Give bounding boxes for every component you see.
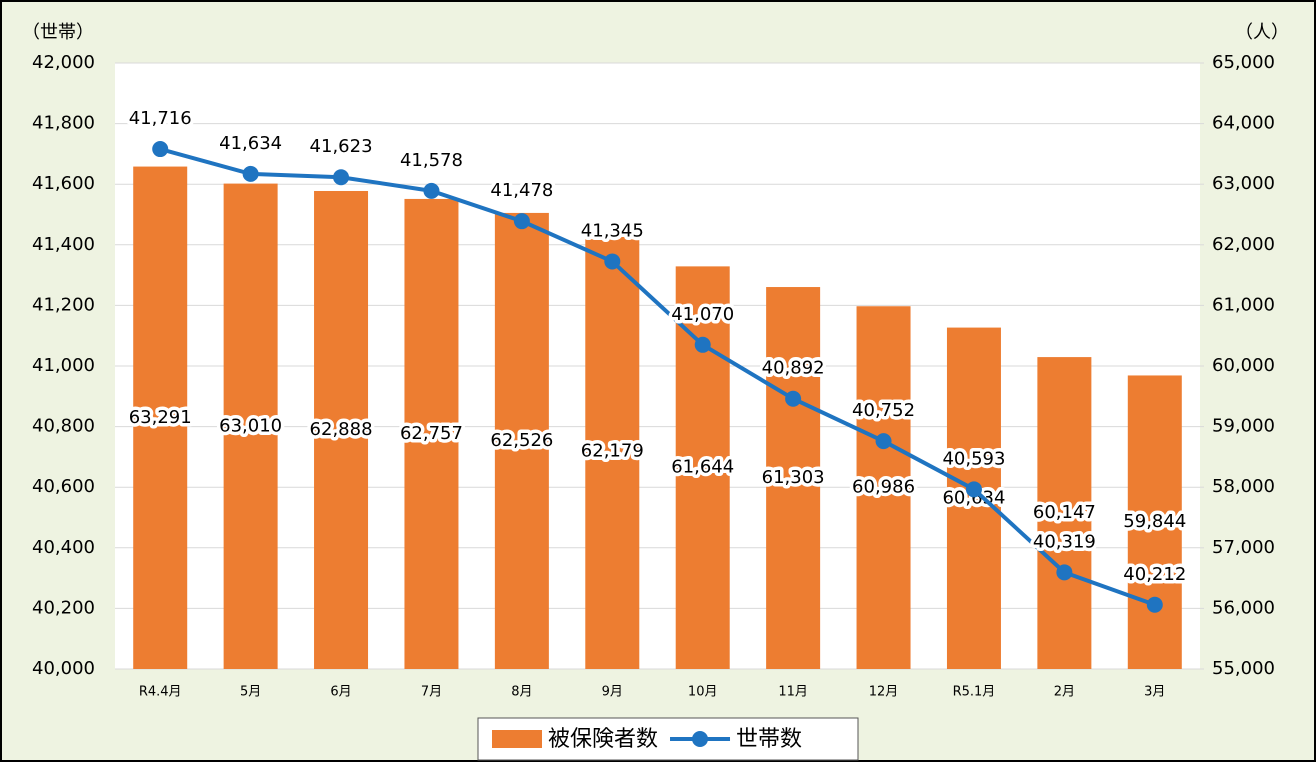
bar (133, 166, 188, 669)
bar (404, 198, 459, 670)
data-label: 41,478 (490, 180, 553, 201)
data-label: 61,644 (671, 457, 734, 478)
data-label: 62,888 (310, 419, 373, 440)
y-tick-label: 40,600 (32, 476, 95, 497)
bar (856, 306, 911, 669)
x-tick-label: 11月 (778, 685, 808, 700)
y2-tick-label: 55,000 (1212, 658, 1275, 679)
data-label: 62,179 (581, 440, 644, 461)
data-label: 40,593 (942, 448, 1005, 469)
data-label: 41,623 (310, 136, 373, 157)
bar (223, 183, 278, 669)
data-label: 40,212 (1123, 564, 1186, 585)
legend-swatch (692, 731, 709, 747)
x-tick-label: 2月 (1054, 685, 1075, 700)
data-label: 40,752 (852, 400, 915, 421)
data-label: 41,345 (581, 220, 644, 241)
bar (1127, 375, 1182, 669)
y-tick-label: 41,000 (32, 355, 95, 376)
line (159, 147, 1156, 607)
bar (585, 233, 640, 669)
bar (314, 190, 369, 670)
marker (513, 213, 530, 230)
y2-axis-label: （人） (1235, 22, 1289, 43)
marker (694, 336, 711, 353)
x-tick-label: 8月 (511, 685, 532, 700)
data-label: 41,578 (400, 150, 463, 171)
marker (875, 433, 892, 450)
x-tick-label: 7月 (421, 685, 442, 700)
data-label: 40,892 (762, 358, 825, 379)
marker (242, 165, 259, 182)
x-tick-label: 3月 (1144, 685, 1165, 700)
x-tick-label: 9月 (602, 685, 623, 700)
x-tick-label: 5月 (240, 685, 261, 700)
y-tick-label: 41,800 (32, 113, 95, 134)
x-tick-label: 12月 (869, 685, 899, 700)
y2-tick-label: 56,000 (1212, 597, 1275, 618)
x-tick-label: R5.1月 (953, 685, 996, 700)
y2-tick-label: 62,000 (1212, 234, 1275, 255)
data-label: 41,070 (671, 304, 734, 325)
y2-tick-label: 61,000 (1212, 294, 1275, 315)
y-tick-label: 40,000 (32, 658, 95, 679)
legend-label: 被保険者数 (548, 727, 658, 752)
marker (1146, 596, 1163, 613)
y-tick-label: 42,000 (32, 52, 95, 73)
marker (333, 169, 350, 186)
legend-label: 世帯数 (736, 727, 802, 752)
data-label: 41,716 (129, 108, 192, 129)
marker (604, 253, 621, 270)
data-label: 60,986 (852, 477, 915, 498)
x-tick-label: 10月 (688, 685, 718, 700)
data-label: 63,010 (219, 415, 282, 436)
y2-tick-label: 63,000 (1212, 173, 1275, 194)
y-tick-label: 41,600 (32, 173, 95, 194)
data-label: 40,319 (1033, 531, 1096, 552)
marker (152, 141, 169, 158)
bar (1037, 357, 1092, 669)
y2-tick-label: 65,000 (1212, 52, 1275, 73)
y-axis-label: （世帯） (22, 22, 94, 43)
data-label: 41,634 (219, 133, 282, 154)
marker (785, 390, 802, 407)
data-label: 62,526 (490, 430, 553, 451)
x-tick-label: 6月 (330, 685, 351, 700)
bar (766, 287, 821, 669)
data-label: 61,303 (762, 467, 825, 488)
y-tick-label: 40,200 (32, 597, 95, 618)
bar (675, 266, 730, 669)
data-label: 63,291 (129, 407, 192, 428)
y-tick-label: 41,400 (32, 234, 95, 255)
y2-tick-label: 59,000 (1212, 416, 1275, 437)
bar (494, 212, 549, 670)
data-label: 59,844 (1123, 511, 1186, 532)
bar (946, 327, 1001, 669)
y2-tick-label: 57,000 (1212, 537, 1275, 558)
x-tick-label: R4.4月 (139, 685, 182, 700)
y-tick-label: 41,200 (32, 294, 95, 315)
marker (965, 481, 982, 498)
marker (423, 182, 440, 199)
legend-swatch (492, 730, 542, 748)
y2-tick-label: 58,000 (1212, 476, 1275, 497)
y-tick-label: 40,400 (32, 537, 95, 558)
y2-tick-label: 64,000 (1212, 113, 1275, 134)
data-label: 60,147 (1033, 502, 1096, 523)
y-tick-label: 40,800 (32, 416, 95, 437)
y2-tick-label: 60,000 (1212, 355, 1275, 376)
marker (1056, 564, 1073, 581)
data-label: 62,757 (400, 423, 463, 444)
